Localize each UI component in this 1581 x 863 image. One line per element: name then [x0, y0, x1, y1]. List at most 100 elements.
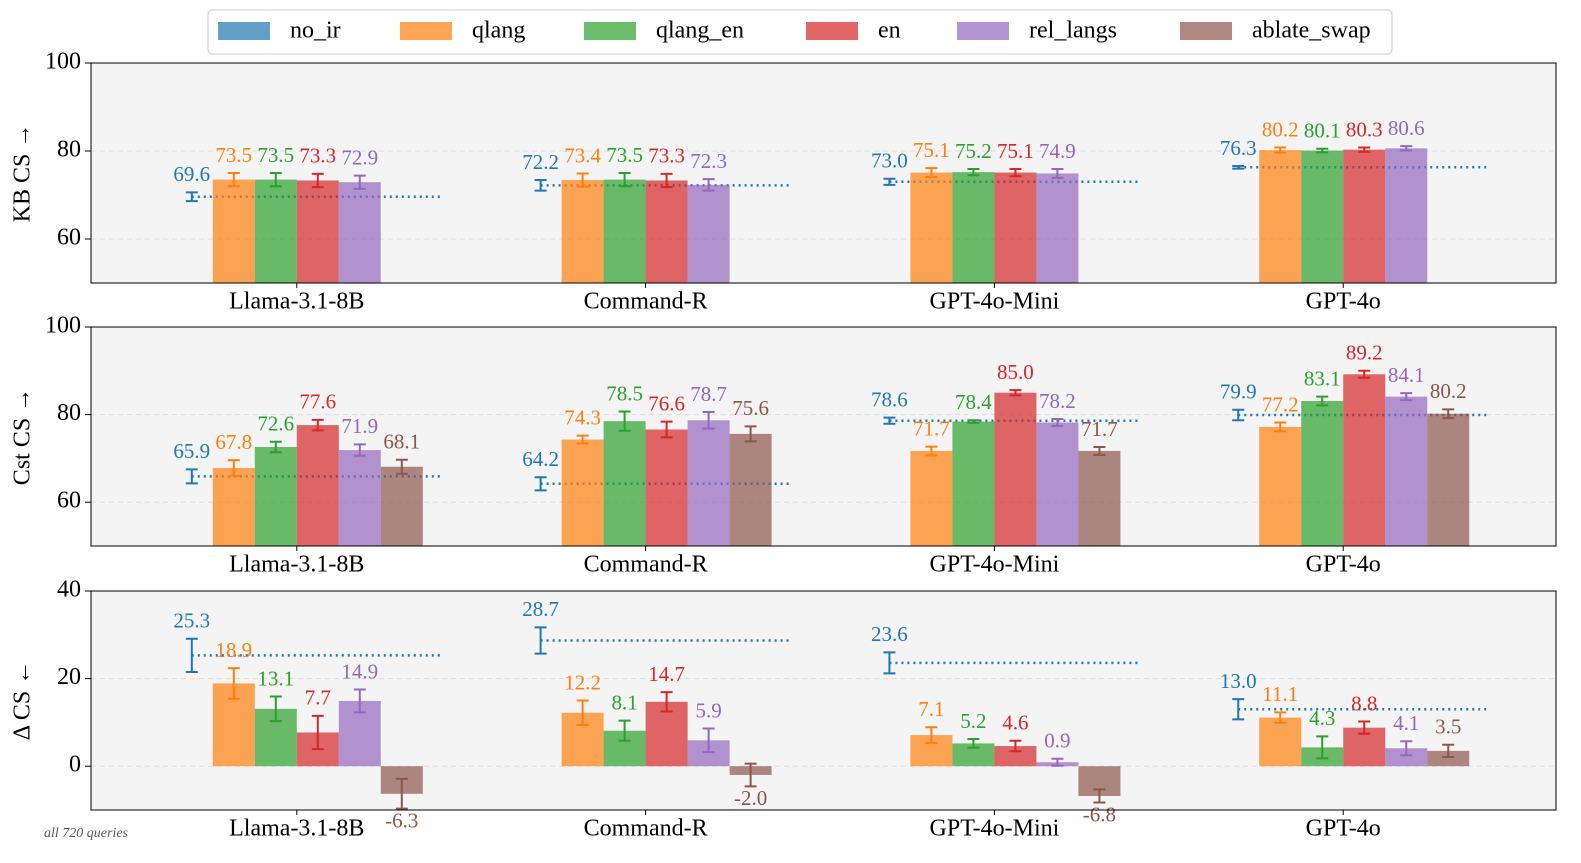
bar [645, 701, 688, 767]
error-bar [1051, 757, 1064, 767]
error-bar [660, 172, 673, 189]
error-bar [967, 168, 980, 177]
error-bar [269, 695, 282, 723]
legend-swatch [806, 22, 858, 40]
y-tick-label: 0 [69, 752, 81, 778]
value-label: 68.1 [383, 430, 420, 454]
bar [212, 468, 255, 546]
error-bar [185, 637, 198, 674]
legend-label: no_ir [290, 18, 341, 44]
legend-label: en [878, 18, 901, 44]
bar [645, 429, 688, 546]
x-tick-label: Command-R [584, 552, 708, 578]
error-bar [269, 172, 282, 188]
value-label: 72.3 [690, 149, 727, 173]
value-label: 71.7 [913, 416, 950, 440]
value-label: 76.6 [648, 391, 685, 415]
legend-label: ablate_swap [1252, 18, 1371, 44]
value-label: 11.1 [1262, 682, 1298, 706]
value-label: 77.6 [299, 390, 336, 414]
bar [910, 172, 953, 283]
x-tick-label: GPT-4o [1306, 289, 1381, 315]
error-bar [744, 762, 757, 788]
x-tick-label: GPT-4o [1306, 552, 1381, 578]
error-bar [576, 434, 589, 445]
value-label: 80.2 [1262, 117, 1299, 141]
error-bar [1442, 408, 1455, 420]
error-bar [227, 172, 240, 188]
value-label: 73.5 [215, 143, 252, 167]
y-tick-label: 80 [57, 400, 81, 426]
error-bar [353, 688, 366, 714]
bar [1301, 401, 1344, 546]
error-bar [311, 714, 324, 751]
bar [994, 392, 1037, 546]
bar [603, 179, 646, 283]
value-label: 78.7 [690, 382, 727, 406]
value-label: 74.9 [1039, 139, 1076, 163]
error-bar [1358, 369, 1371, 379]
error-bar [576, 699, 589, 727]
value-label: 75.1 [997, 139, 1034, 163]
error-bar [925, 167, 938, 178]
legend-label: rel_langs [1029, 18, 1117, 44]
value-label: 25.3 [173, 609, 210, 633]
error-bar [1400, 145, 1413, 152]
plot-frame [90, 62, 1557, 284]
error-bar [1316, 395, 1329, 407]
bar [561, 439, 604, 546]
value-label: 73.3 [299, 144, 336, 168]
legend-swatch [218, 22, 270, 40]
value-label: 78.5 [606, 381, 643, 405]
error-bar [1009, 168, 1022, 178]
value-label: 79.9 [1220, 380, 1257, 404]
value-label: 64.2 [522, 447, 559, 471]
value-label: 75.6 [732, 396, 769, 420]
error-bar [1316, 147, 1329, 154]
bar [952, 172, 995, 283]
bar [254, 447, 297, 546]
error-bar [660, 691, 673, 713]
value-label: 78.4 [955, 390, 992, 414]
value-label: -6.8 [1083, 802, 1116, 826]
value-label: 71.9 [341, 414, 378, 438]
error-bar [883, 416, 896, 425]
error-bar [534, 476, 547, 492]
bar [296, 180, 339, 283]
x-tick-label: GPT-4o-Mini [930, 552, 1060, 578]
value-label: 14.9 [341, 659, 378, 683]
x-tick-label: GPT-4o-Mini [930, 816, 1060, 842]
value-label: 80.3 [1346, 117, 1383, 141]
value-label: 75.1 [913, 138, 950, 162]
error-bar [618, 410, 631, 432]
error-bar [1232, 164, 1245, 170]
error-bar [311, 418, 324, 432]
bar [1259, 426, 1302, 546]
value-label: 72.2 [522, 150, 559, 174]
error-bar [311, 172, 324, 189]
value-label: 72.6 [257, 412, 294, 436]
y-tick-label: 80 [57, 137, 81, 163]
bar [1385, 396, 1428, 546]
bar [687, 184, 730, 283]
error-bar [185, 191, 198, 203]
bar [1259, 717, 1302, 767]
y-axis-label: KB CS → [10, 124, 36, 223]
error-bar [660, 420, 673, 439]
value-label: 4.6 [1002, 711, 1028, 735]
bar [561, 180, 604, 283]
value-label: 74.3 [564, 405, 601, 429]
value-label: 13.0 [1220, 669, 1257, 693]
value-label: 85.0 [997, 360, 1034, 384]
x-tick-label: Llama-3.1-8B [229, 816, 364, 842]
error-bar [702, 410, 715, 430]
error-bar [534, 626, 547, 655]
bar [338, 450, 381, 546]
error-bar [618, 172, 631, 188]
error-bar [395, 458, 408, 475]
bar [380, 466, 423, 546]
error-bar [1274, 711, 1287, 724]
bar [296, 425, 339, 546]
footnote: all 720 queries [44, 826, 129, 841]
value-label: 78.6 [871, 387, 908, 411]
